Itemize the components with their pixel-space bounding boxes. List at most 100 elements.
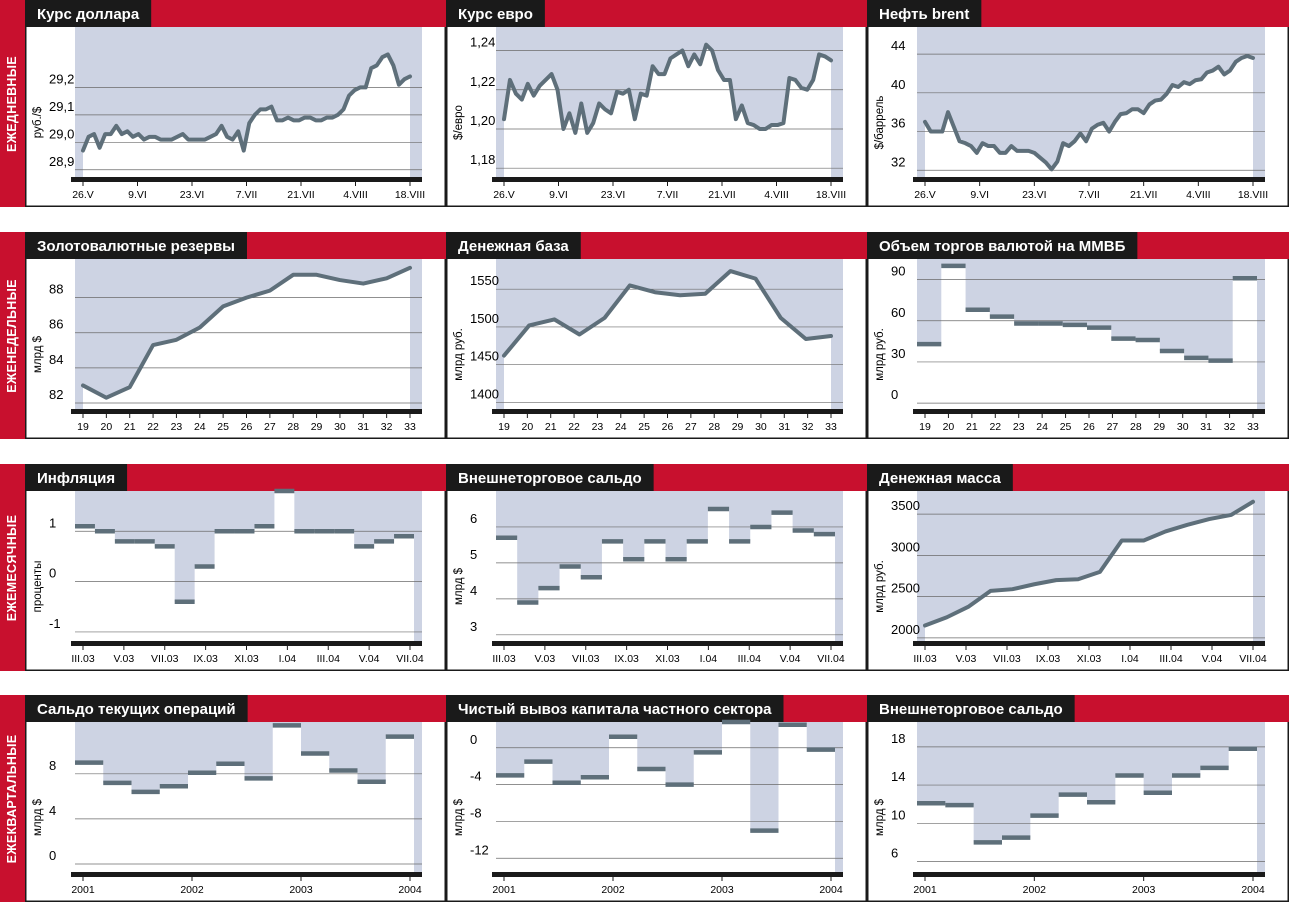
- x-tick-label: 25: [217, 421, 229, 433]
- y-tick-label: 29,2: [49, 71, 74, 86]
- x-tick-label: 21: [545, 421, 557, 433]
- y-tick-label: 8: [49, 758, 56, 773]
- x-axis-bar: [913, 177, 1265, 182]
- x-tick-label: 9.VI: [128, 189, 147, 201]
- x-tick-label: 24: [194, 421, 206, 433]
- y-axis-label: $/баррель: [874, 96, 886, 150]
- x-tick-label: 2001: [913, 884, 937, 896]
- x-tick-label: 4.VIII: [343, 189, 368, 201]
- chart-svg: Внешнеторговое сальдо 3 4 5 6 III.03 V.03 VII.0…: [446, 464, 867, 671]
- x-tick-label: III.03: [71, 653, 95, 665]
- x-tick-label: V.04: [780, 653, 801, 665]
- y-axis-label: млрд $: [453, 567, 465, 605]
- x-tick-label: III.04: [1159, 653, 1183, 665]
- row-label-text: ЕЖЕНЕДЕЛЬНЫЕ: [5, 278, 19, 393]
- y-tick-label: 1,18: [470, 152, 495, 167]
- row-weekly: ЕЖЕНЕДЕЛЬНЫЕ Золотовалютные резервы 82 84 8…: [0, 232, 1289, 439]
- chart-title: Объем торгов валютой на ММВБ: [879, 238, 1126, 255]
- x-tick-label: 23: [592, 421, 604, 433]
- y-tick-label: 3000: [891, 539, 920, 554]
- data-line: [81, 52, 412, 153]
- x-tick-label: 31: [1200, 421, 1212, 433]
- x-tick-label: 31: [778, 421, 790, 433]
- x-tick-label: 18.VIII: [1238, 189, 1268, 201]
- title-tab: [446, 232, 581, 259]
- y-tick-label: 2000: [891, 622, 920, 637]
- y-tick-label: 1,24: [470, 35, 495, 50]
- y-axis-label: проценты: [32, 561, 44, 613]
- x-tick-label: XI.03: [655, 653, 680, 665]
- row-label: ЕЖЕНЕДЕЛЬНЫЕ: [0, 232, 25, 439]
- x-tick-label: VII.03: [572, 653, 600, 665]
- x-tick-label: 2003: [1132, 884, 1156, 896]
- x-tick-label: 2002: [1023, 884, 1047, 896]
- chart-svg: Курс доллара 28,9 29,0 29,1 29,2 26.V 9.VI 23.V…: [25, 0, 446, 207]
- chart-title: Внешнеторговое сальдо: [879, 701, 1063, 718]
- area-fill: [917, 265, 1257, 410]
- title-tab: [446, 464, 654, 491]
- title-tab: [25, 0, 152, 27]
- x-tick-label: 25: [1060, 421, 1072, 433]
- y-axis-label: млрд руб.: [874, 560, 886, 613]
- chart-panel-eur: Курс евро 1,18 1,20 1,22 1,24 26.V 9.VI 23.VI 7.…: [446, 0, 867, 207]
- x-tick-label: 4.VIII: [1186, 189, 1211, 201]
- y-tick-label: 28,9: [49, 154, 74, 169]
- x-tick-label: IX.03: [614, 653, 639, 665]
- x-tick-label: IX.03: [1036, 653, 1061, 665]
- chart-panel-trade-quarterly: Внешнеторговое сальдо 6 10 14 18 2001 2002 2003…: [867, 695, 1289, 902]
- y-tick-label: -1: [49, 616, 61, 631]
- x-tick-label: 33: [1247, 421, 1259, 433]
- x-axis-bar: [913, 641, 1265, 646]
- chart-title: Нефть brent: [879, 6, 969, 23]
- x-tick-label: V.03: [535, 653, 556, 665]
- y-tick-label: 1450: [470, 349, 499, 364]
- x-tick-label: 20: [943, 421, 955, 433]
- y-axis-label: млрд руб.: [874, 328, 886, 381]
- chart-panel-monbase: Денежная база 1400 1450 1500 1550 19 20 21 22 23 2…: [446, 232, 867, 439]
- chart-panel-capital-outflow: Чистый вывоз капитала частного сектора -1…: [446, 695, 867, 902]
- x-axis-bar: [71, 872, 422, 877]
- x-tick-label: I.04: [1121, 653, 1139, 665]
- y-tick-label: 32: [891, 154, 905, 169]
- y-tick-label: 29,1: [49, 99, 74, 114]
- x-tick-label: 21.VII: [1130, 189, 1157, 201]
- y-tick-label: 2500: [891, 581, 920, 596]
- x-tick-label: 18.VIII: [816, 189, 846, 201]
- data-line: [81, 265, 412, 400]
- x-tick-label: 27: [264, 421, 276, 433]
- title-tab: [25, 232, 247, 259]
- x-tick-label: III.04: [738, 653, 762, 665]
- x-tick-label: 2003: [710, 884, 734, 896]
- x-tick-label: 26: [1083, 421, 1095, 433]
- row-label: ЕЖЕКВАРТАЛЬНЫЕ: [0, 695, 25, 902]
- x-axis-bar: [71, 641, 422, 646]
- x-tick-label: 30: [334, 421, 346, 433]
- x-tick-label: III.03: [913, 653, 937, 665]
- x-tick-label: 2003: [289, 884, 313, 896]
- y-tick-label: 29,0: [49, 126, 74, 141]
- x-tick-label: 23: [1013, 421, 1025, 433]
- x-tick-label: 24: [615, 421, 627, 433]
- x-tick-label: 26: [662, 421, 674, 433]
- y-axis-label: млрд $: [32, 335, 44, 373]
- area-fill: [75, 491, 414, 642]
- y-tick-label: 4: [49, 803, 56, 818]
- y-tick-label: 40: [891, 77, 905, 92]
- area-fill: [925, 501, 1253, 642]
- y-tick-label: 3: [470, 619, 477, 634]
- y-tick-label: 88: [49, 282, 63, 297]
- title-tab: [446, 695, 784, 722]
- row-label: ЕЖЕДНЕВНЫЕ: [0, 0, 25, 207]
- area-fill: [83, 267, 410, 410]
- y-axis-label: млрд руб.: [453, 328, 465, 381]
- y-tick-label: 44: [891, 38, 905, 53]
- y-tick-label: 86: [49, 317, 63, 332]
- x-tick-label: 24: [1036, 421, 1048, 433]
- y-tick-label: -8: [470, 805, 482, 820]
- y-tick-label: 82: [49, 387, 63, 402]
- chart-title: Чистый вывоз капитала частного сектора: [458, 701, 772, 718]
- x-tick-label: VII.04: [1239, 653, 1267, 665]
- x-tick-label: 20: [522, 421, 534, 433]
- chart-title: Сальдо текущих операций: [37, 701, 236, 718]
- y-tick-label: 5: [470, 547, 477, 562]
